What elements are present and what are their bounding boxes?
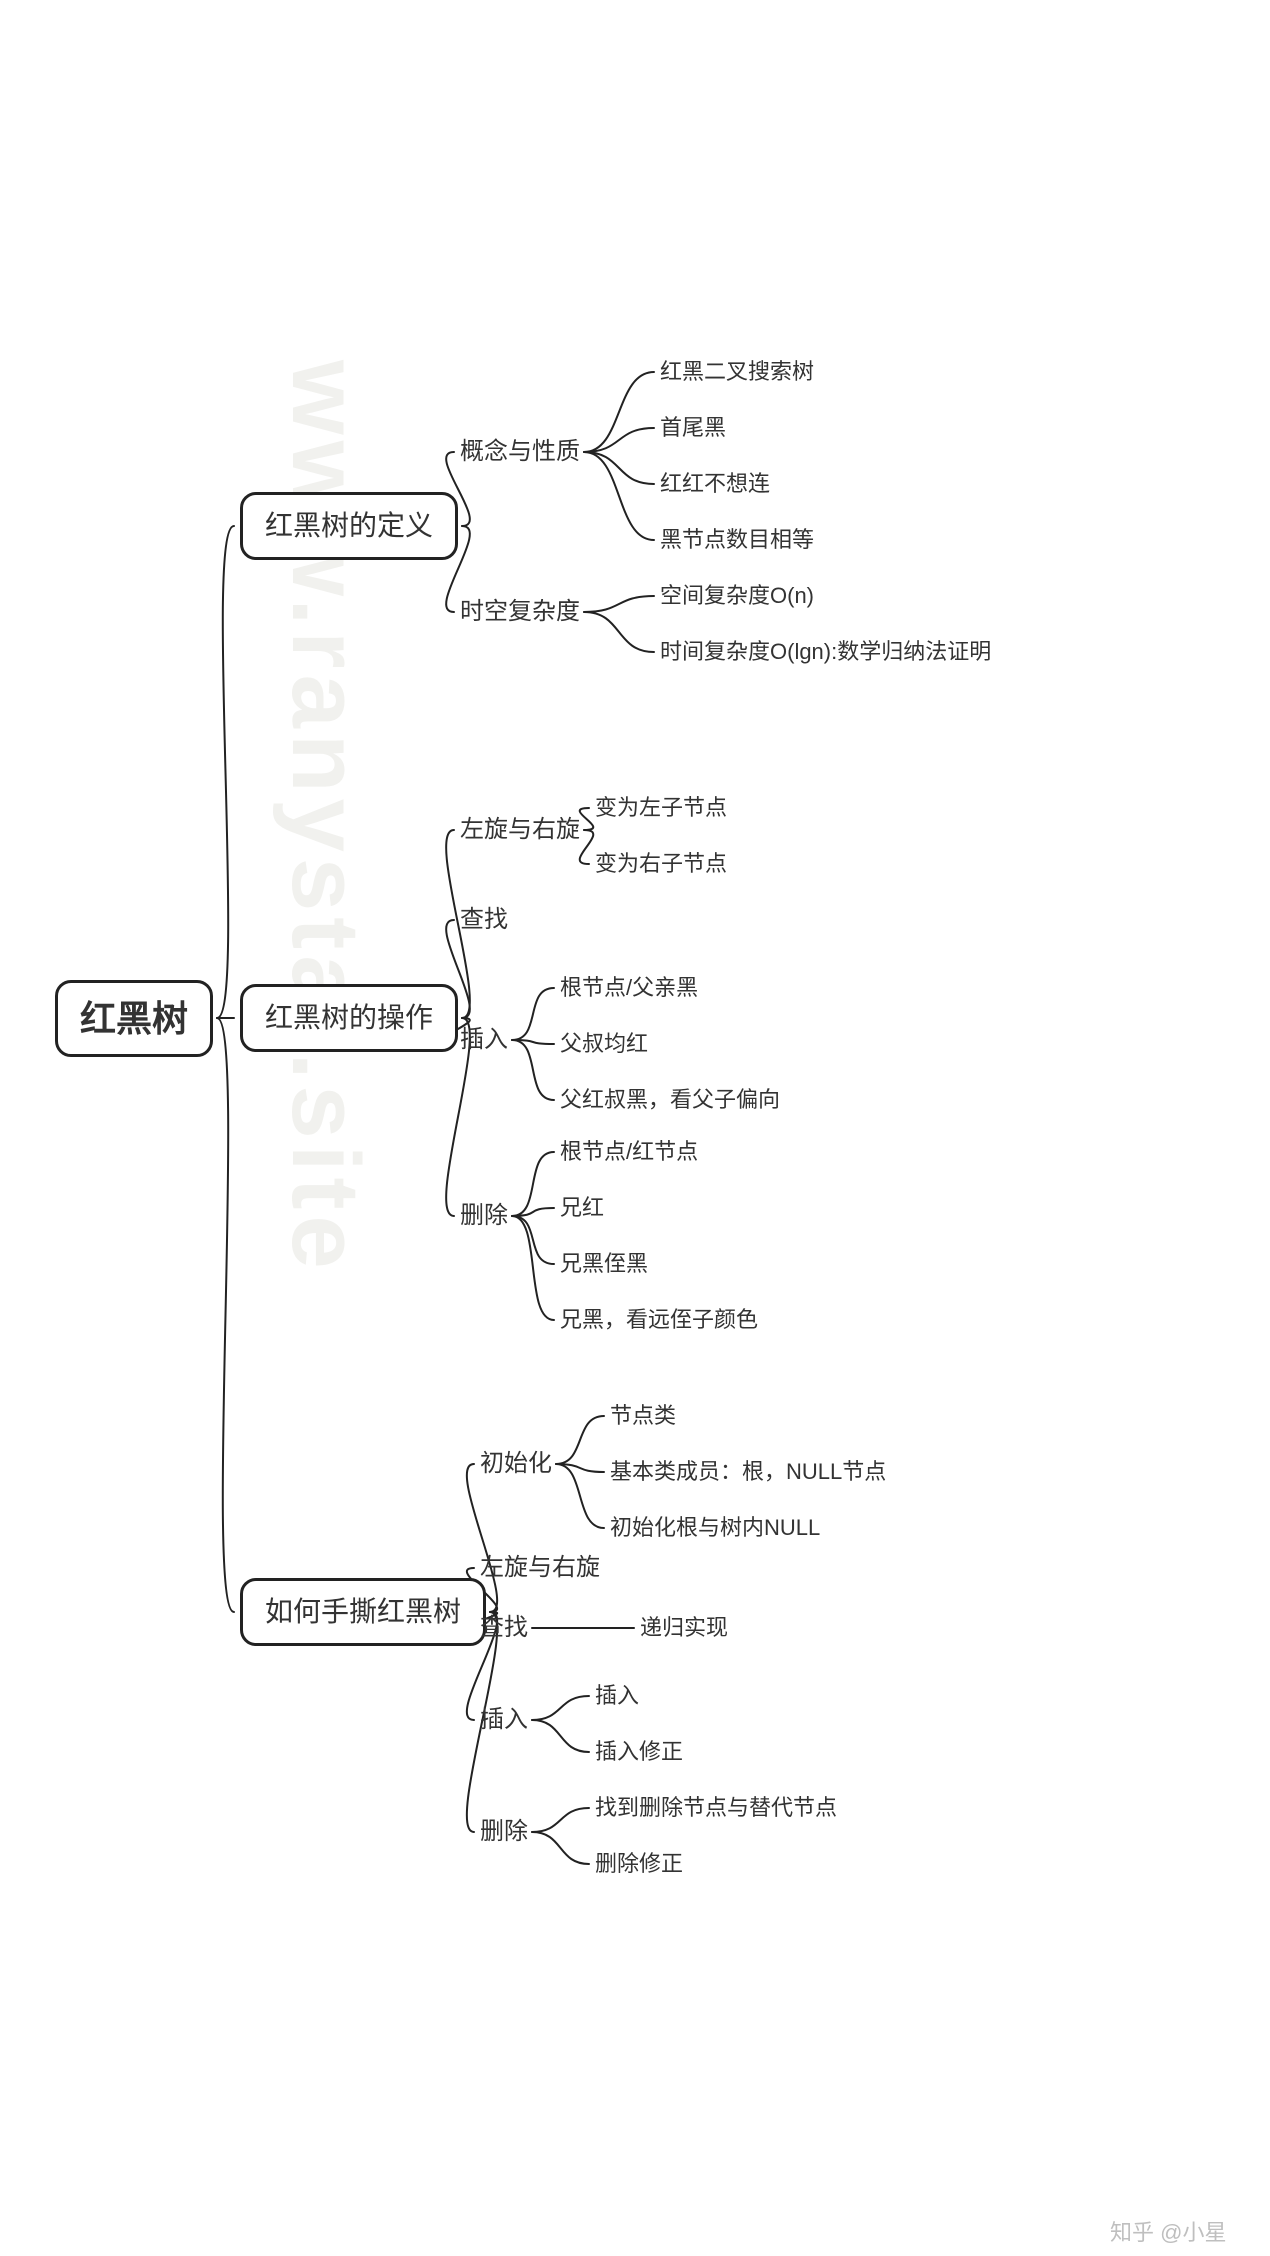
node-l7: 变为左子节点	[595, 795, 727, 821]
edge-m3-l8	[580, 830, 594, 864]
edge-m11-l22	[532, 1808, 589, 1832]
edge-m6-l12	[512, 1152, 554, 1216]
node-b3: 如何手撕红黑树	[240, 1578, 486, 1646]
node-b1: 红黑树的定义	[240, 492, 458, 560]
node-l2: 首尾黑	[660, 415, 726, 441]
node-m7: 初始化	[480, 1450, 552, 1479]
edge-m11-l23	[532, 1832, 589, 1864]
edge-m10-l21	[532, 1720, 589, 1752]
edge-layer	[0, 0, 1270, 2256]
credit-text: 知乎 @小星	[1110, 2215, 1226, 2247]
edge-m6-l15	[512, 1216, 554, 1320]
node-m6: 删除	[460, 1202, 508, 1231]
node-l19: 递归实现	[640, 1615, 728, 1641]
node-m5: 插入	[460, 1026, 508, 1055]
node-b2: 红黑树的操作	[240, 984, 458, 1052]
node-m11: 删除	[480, 1818, 528, 1847]
node-l23: 删除修正	[595, 1851, 683, 1877]
edge-m10-l20	[532, 1696, 589, 1720]
node-m3: 左旋与右旋	[460, 816, 580, 845]
edge-m2-l5	[584, 596, 654, 612]
edge-root-b3	[217, 1018, 234, 1612]
node-l5: 空间复杂度O(n)	[660, 583, 814, 609]
node-l18: 初始化根与树内NULL	[610, 1515, 820, 1541]
node-l13: 兄红	[560, 1195, 604, 1221]
node-m9: 查找	[480, 1614, 528, 1643]
node-root: 红黑树	[55, 980, 213, 1057]
node-l1: 红黑二叉搜索树	[660, 359, 814, 385]
node-l17: 基本类成员：根，NULL节点	[610, 1459, 886, 1485]
edge-m6-l14	[512, 1216, 554, 1264]
node-l16: 节点类	[610, 1403, 676, 1429]
edge-m1-l1	[584, 372, 654, 452]
node-l12: 根节点/红节点	[560, 1139, 698, 1165]
edge-m1-l4	[584, 452, 654, 540]
node-l4: 黑节点数目相等	[660, 527, 814, 553]
edge-m5-l9	[512, 988, 554, 1040]
edge-m3-l7	[580, 808, 594, 830]
node-l15: 兄黑，看远侄子颜色	[560, 1307, 758, 1333]
edge-m6-l13	[512, 1208, 554, 1216]
edge-m1-l2	[584, 428, 654, 452]
edge-m2-l6	[584, 612, 654, 652]
node-l22: 找到删除节点与替代节点	[595, 1795, 837, 1821]
node-m2: 时空复杂度	[460, 598, 580, 627]
node-l14: 兄黑侄黑	[560, 1251, 648, 1277]
edge-root-b1	[217, 526, 234, 1018]
node-l20: 插入	[595, 1683, 639, 1709]
node-m4: 查找	[460, 906, 508, 935]
node-l10: 父叔均红	[560, 1031, 648, 1057]
edge-m1-l3	[584, 452, 654, 484]
node-l8: 变为右子节点	[595, 851, 727, 877]
node-l11: 父红叔黑，看父子偏向	[560, 1087, 780, 1113]
node-l3: 红红不想连	[660, 471, 770, 497]
node-m10: 插入	[480, 1706, 528, 1735]
node-m8: 左旋与右旋	[480, 1554, 600, 1583]
edge-m7-l18	[556, 1464, 604, 1528]
edge-m5-l11	[512, 1040, 554, 1100]
node-l21: 插入修正	[595, 1739, 683, 1765]
mindmap-stage: www.ranystar.site 知乎 @小星 红黑树红黑树的定义红黑树的操作…	[0, 0, 1270, 2256]
node-m1: 概念与性质	[460, 438, 580, 467]
node-l9: 根节点/父亲黑	[560, 975, 698, 1001]
edge-m5-l10	[512, 1040, 554, 1044]
node-l6: 时间复杂度O(lgn):数学归纳法证明	[660, 639, 991, 665]
edge-m7-l16	[556, 1416, 604, 1464]
edge-m7-l17	[556, 1464, 604, 1472]
